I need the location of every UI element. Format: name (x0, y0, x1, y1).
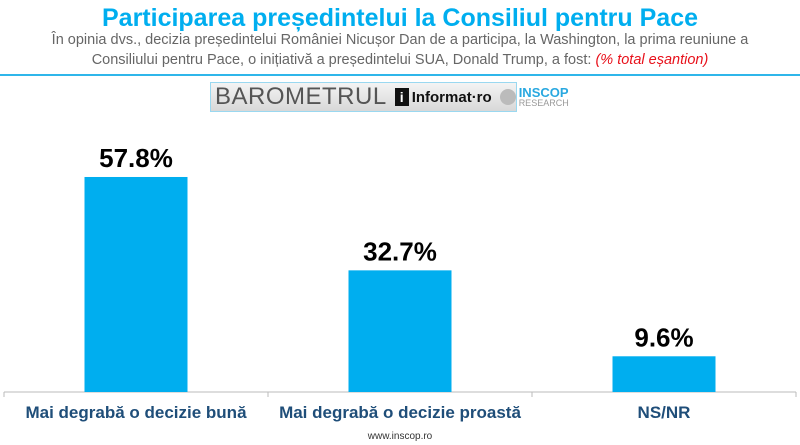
bar (348, 270, 452, 392)
divider (0, 74, 800, 76)
data-label: 32.7% (363, 236, 437, 266)
barometru-logo: BAROMETRUL (215, 83, 387, 110)
subtitle-note: (% total eșantion) (595, 52, 709, 68)
logo-banner: BAROMETRUL i Informat·ro INSCOP RESEARCH (210, 82, 569, 112)
data-label: 9.6% (634, 322, 693, 352)
chart-subtitle: În opinia dvs., decizia președintelui Ro… (30, 30, 770, 70)
inscop-logo: INSCOP RESEARCH (499, 86, 569, 108)
category-label: Mai degrabă o decizie bună (25, 403, 247, 422)
informat-logo: i Informat·ro (394, 88, 492, 106)
subtitle-text: În opinia dvs., decizia președintelui Ro… (51, 32, 749, 68)
footer-url: www.inscop.ro (367, 431, 433, 442)
category-label: NS/NR (638, 403, 691, 422)
bar (612, 356, 716, 392)
category-label: Mai degrabă o decizie proastă (279, 403, 521, 422)
bar (84, 176, 188, 392)
data-label: 57.8% (99, 143, 173, 173)
chart-title: Participarea președintelui la Consiliul … (101, 4, 699, 32)
